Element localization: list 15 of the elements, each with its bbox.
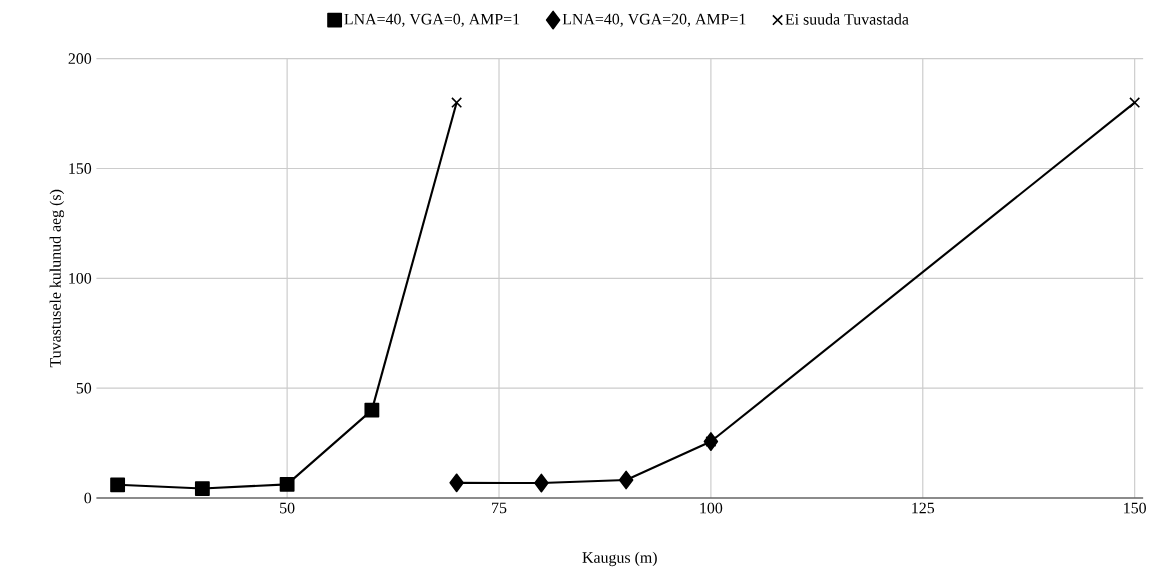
y-tick-label: 150 <box>69 163 92 175</box>
y-tick-label: 200 <box>68 53 92 65</box>
y-axis-title: Tuvastusele kulunud aeg (s) <box>49 190 65 368</box>
legend-label: LNA=40, VGA=0, AMP=1 <box>344 14 520 28</box>
x-tick-label: 125 <box>912 502 935 514</box>
y-tick-label: 0 <box>84 492 92 504</box>
x-tick-label: 150 <box>1124 502 1146 514</box>
x-tick-label: 50 <box>280 502 295 514</box>
y-tick-label: 50 <box>76 383 92 394</box>
legend-label: LNA=40, VGA=20, AMP=1 <box>562 14 746 28</box>
x-tick-label: 75 <box>492 502 507 514</box>
x-axis-title: Kaugus (m) <box>582 551 657 567</box>
x-tick-label: 100 <box>700 502 723 514</box>
legend-label: Ei suuda Tuvastada <box>785 13 909 25</box>
y-tick-label: 100 <box>69 273 92 284</box>
